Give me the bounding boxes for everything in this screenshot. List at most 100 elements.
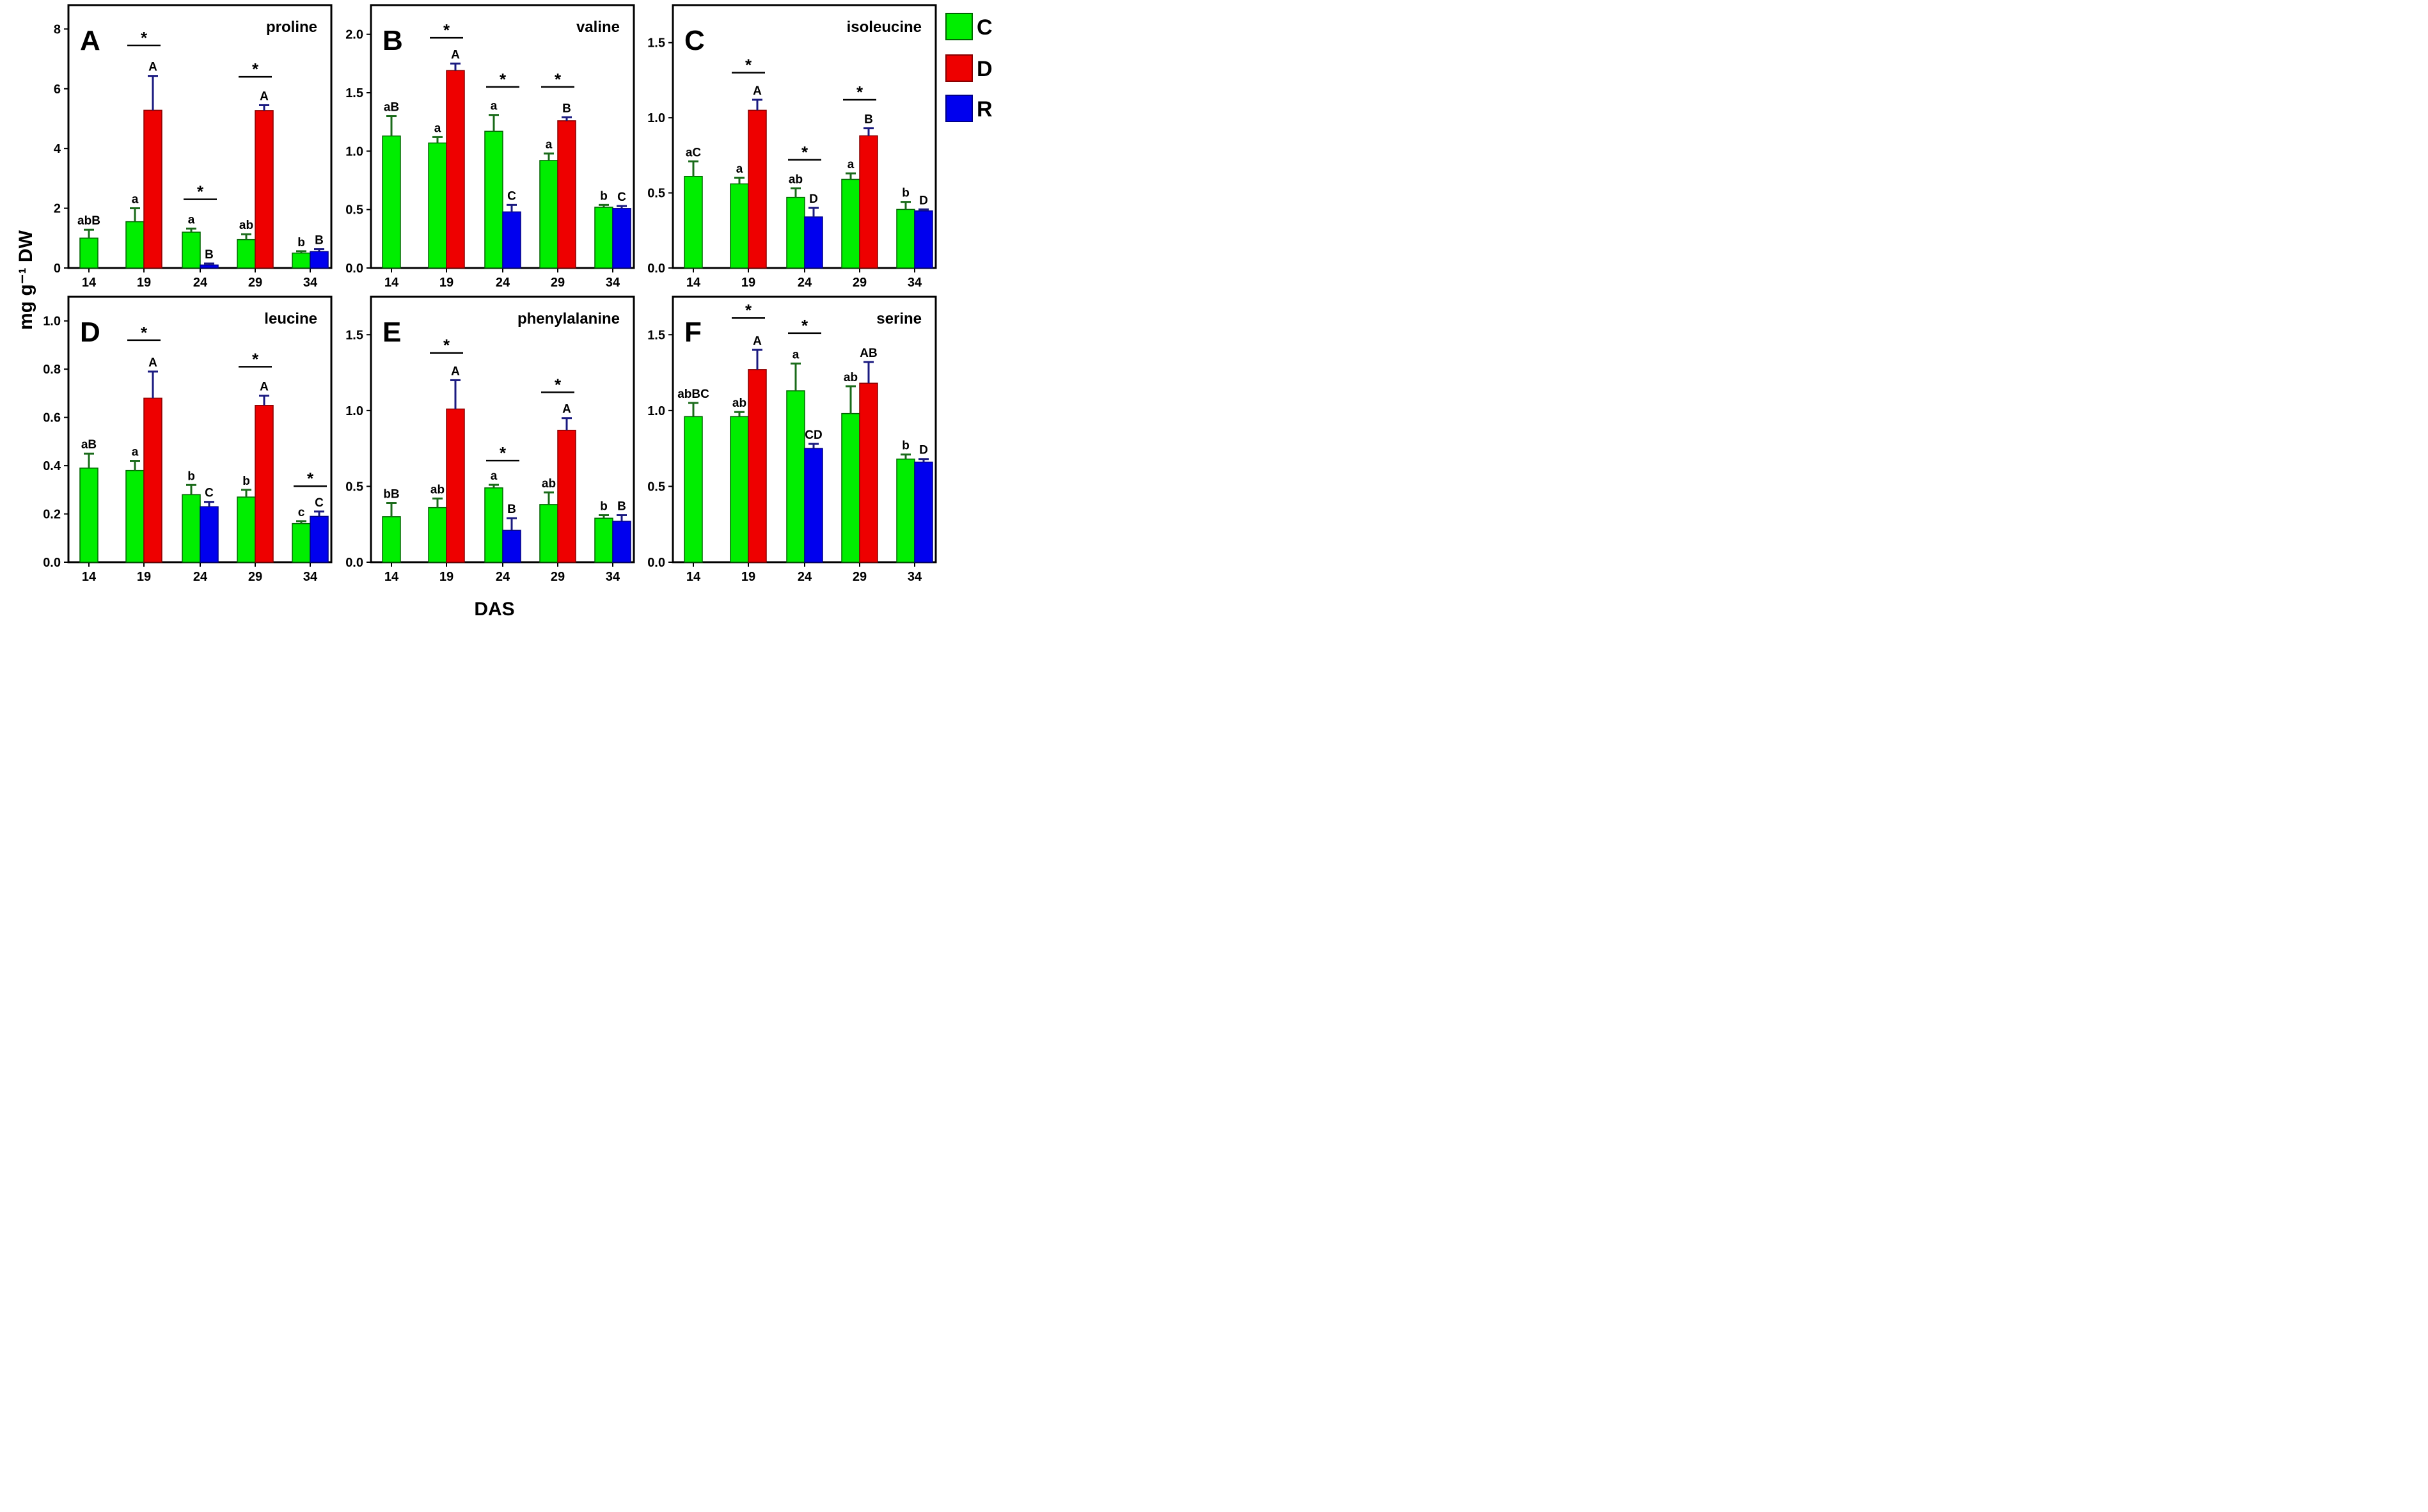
sig-label-B-C-24: a [491, 100, 498, 113]
panel-B-ytick-label: 0.5 [345, 203, 363, 217]
panel-D-letter: D [80, 317, 100, 348]
bar-D-C-34 [292, 523, 311, 563]
bar-E-C-24 [484, 487, 503, 563]
panel-F-ytick-label: 1.5 [647, 328, 665, 342]
sig-label-B-C-14: aB [384, 101, 399, 114]
sig-label-E-R-24: B [507, 503, 516, 516]
sig-label-B-R-34: C [617, 191, 626, 204]
panel-D-xtick-label: 34 [303, 570, 318, 584]
bar-F-D-19 [748, 369, 767, 563]
bar-B-R-34 [612, 208, 631, 269]
star-A-29: * [252, 59, 259, 79]
legend-label-C: C [977, 15, 993, 40]
panel-E-ytick-label: 1.0 [345, 404, 363, 418]
bar-E-R-34 [612, 521, 631, 563]
panel-C-xtick-label: 14 [686, 276, 701, 290]
panel-C-ytick-label: 1.0 [647, 111, 665, 125]
legend: C D R [945, 13, 993, 122]
sig-label-F-C-14: abBC [677, 388, 709, 401]
panel-F-ytick-label: 0.0 [647, 556, 665, 570]
bar-A-D-29 [255, 110, 274, 269]
bar-C-D-19 [748, 109, 767, 269]
bar-D-C-24 [182, 494, 201, 563]
bar-E-C-19 [428, 507, 447, 563]
panel-F-xtick-label: 34 [908, 570, 922, 584]
sig-label-F-C-34: b [902, 439, 910, 453]
bar-E-R-24 [502, 530, 521, 563]
panel-E-ytick-label: 0.5 [345, 480, 363, 494]
panel-B-ytick-label: 1.0 [345, 145, 363, 159]
legend-label-R: R [977, 97, 993, 122]
star-D-29: * [252, 349, 259, 368]
star-F-19: * [745, 301, 752, 320]
star-C-19: * [745, 56, 752, 75]
panel-D-ytick-label: 0.6 [43, 411, 61, 425]
sig-label-C-D-19: A [753, 84, 762, 98]
bar-B-C-19 [428, 142, 447, 269]
panel-C-xtick-label: 19 [741, 276, 755, 290]
panel-A-xtick-label: 14 [82, 276, 97, 290]
sig-label-C-R-24: D [809, 193, 818, 206]
sig-label-E-C-29: ab [542, 477, 556, 491]
panel-D-ytick-label: 1.0 [43, 315, 61, 329]
star-F-24: * [801, 316, 808, 335]
sig-label-F-C-19: ab [732, 397, 746, 410]
panel-D: 0.00.20.40.60.81.014 19 24 29 34aBaAbCbAcC**… [43, 295, 333, 584]
bar-A-C-19 [125, 221, 145, 269]
panel-F-title: serine [876, 310, 922, 327]
bar-B-D-29 [557, 120, 576, 269]
sig-label-A-C-19: a [132, 193, 139, 207]
panel-C-letter: C [684, 25, 705, 56]
bar-A-D-19 [143, 109, 162, 269]
bar-A-R-24 [200, 264, 219, 269]
legend-label-D: D [977, 57, 993, 81]
sig-label-D-C-19: a [132, 446, 139, 459]
sig-label-D-R-34: C [315, 496, 324, 510]
bar-E-D-19 [446, 408, 465, 563]
star-A-24: * [197, 182, 204, 201]
panel-F-xtick-label: 19 [741, 570, 755, 584]
panel-A-ytick-label: 8 [54, 22, 61, 36]
sig-label-C-C-24: ab [789, 173, 803, 187]
bar-B-C-14 [382, 135, 401, 269]
bar-D-C-29 [237, 496, 256, 563]
x-axis-title: DAS [474, 599, 514, 620]
star-D-19: * [141, 323, 148, 342]
star-B-24: * [500, 70, 507, 89]
bar-F-C-34 [896, 458, 915, 563]
sig-label-B-C-34: b [600, 189, 608, 203]
bar-C-D-29 [859, 135, 878, 269]
sig-label-F-R-34: D [919, 444, 928, 457]
sig-label-A-C-14: abB [77, 214, 100, 228]
sig-label-D-D-29: A [260, 381, 269, 394]
sig-label-A-C-34: b [297, 236, 305, 249]
panel-D-ytick-label: 0.4 [43, 459, 61, 473]
bar-F-C-29 [841, 413, 860, 563]
sig-label-F-D-19: A [753, 335, 762, 348]
bar-D-D-29 [255, 405, 274, 563]
star-C-24: * [801, 143, 808, 162]
y-axis-title: mg g⁻¹ DW [15, 230, 36, 329]
sig-label-C-C-19: a [736, 162, 743, 176]
bar-D-C-19 [125, 469, 145, 563]
sig-label-E-R-34: B [617, 500, 626, 513]
panel-E-ytick-label: 0.0 [345, 556, 363, 570]
sig-label-B-C-19: a [434, 122, 441, 135]
bar-C-C-29 [841, 178, 860, 269]
panel-E-letter: E [382, 317, 401, 348]
panel-B-ytick-label: 2.0 [345, 28, 363, 42]
panel-D-xtick-label: 19 [137, 570, 151, 584]
panel-B-letter: B [382, 25, 403, 56]
bar-E-C-34 [594, 517, 613, 563]
sig-label-D-C-34: c [298, 506, 305, 519]
sig-label-F-R-24: CD [805, 429, 822, 442]
bar-F-C-24 [786, 390, 805, 563]
panel-F-xtick-label: 24 [798, 570, 812, 584]
bar-B-C-24 [484, 130, 503, 269]
sig-label-E-C-14: bB [383, 488, 399, 501]
sig-label-E-D-19: A [451, 365, 460, 378]
panel-E-xtick-label: 19 [439, 570, 453, 584]
star-B-19: * [443, 20, 450, 40]
bar-A-R-34 [310, 251, 329, 269]
